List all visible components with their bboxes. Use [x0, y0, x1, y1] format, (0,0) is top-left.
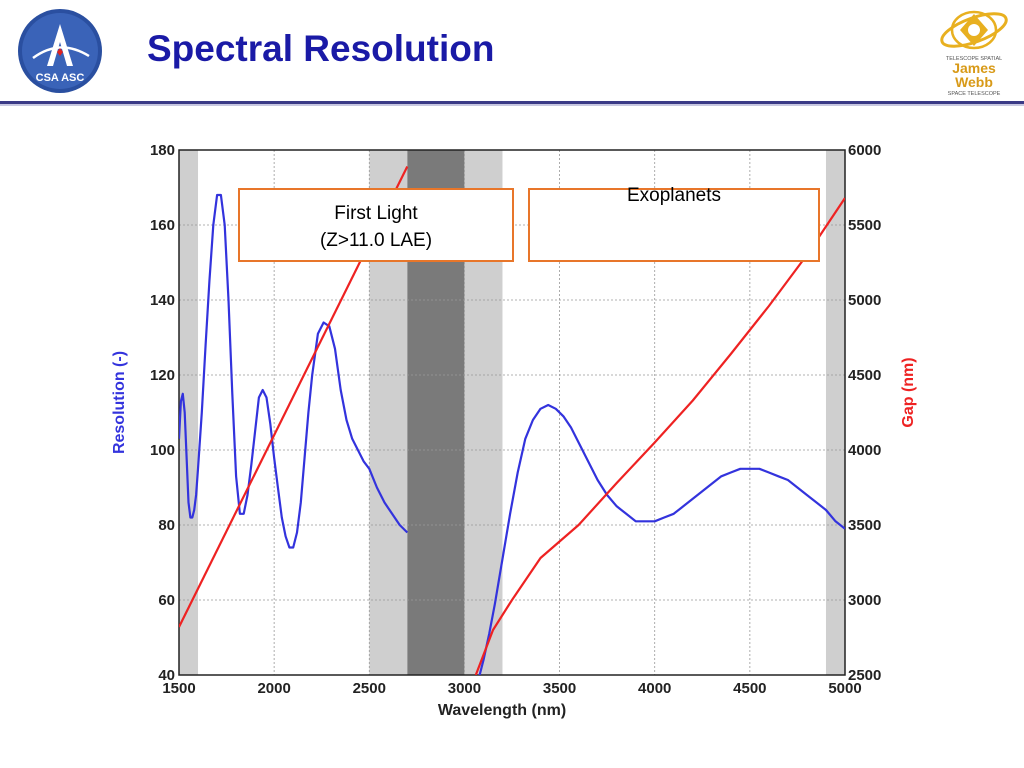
james-webb-telescope-logo: TELESCOPE SPATIAL James Webb SPACE TELES… [940, 10, 1008, 97]
exoplanets-label: Exoplanets [626, 185, 721, 206]
y-left-tick-label-6: 160 [150, 217, 175, 234]
y-right-tick-label-2: 3500 [848, 517, 881, 534]
exoplanets-annotation: Exoplanets [528, 185, 820, 262]
plot-frame [178, 149, 846, 676]
x-axis-label: Wavelength (nm) [438, 702, 566, 719]
resolution-line-segment-1 [478, 403, 845, 675]
shaded-band-0 [179, 150, 199, 675]
y-left-tick-label-5: 140 [150, 292, 175, 309]
y-axis-right-label: Gap (nm) [900, 357, 917, 427]
slide-title: Spectral Resolution [147, 28, 495, 69]
y-left-tick-label-3: 100 [150, 442, 175, 459]
gap-line-segment-1 [474, 197, 845, 675]
svg-text:TELESCOPE SPATIAL: TELESCOPE SPATIAL [946, 56, 1002, 62]
y-right-tick-label-4: 4500 [848, 367, 881, 384]
slide-header: CSA ASC Spectral Resolution TELESCOPE SP… [0, 0, 1024, 100]
y-right-tick-label-6: 5500 [848, 217, 881, 234]
x-tick-label-4: 3500 [543, 680, 576, 697]
header-divider [0, 101, 1024, 104]
y-left-tick-label-1: 60 [158, 592, 175, 609]
x-tick-label-3: 3000 [448, 680, 481, 697]
y-left-tick-label-7: 180 [150, 142, 175, 159]
svg-text:Webb: Webb [955, 74, 993, 90]
x-tick-label-7: 5000 [828, 680, 861, 697]
y-right-tick-label-7: 6000 [848, 142, 881, 159]
y-left-tick-label-0: 40 [158, 667, 175, 684]
shaded-band-4 [825, 150, 845, 675]
y-left-tick-label-2: 80 [158, 517, 175, 534]
tick-labels: 1500 2000 2500 3000 3500 4000 4500 5000 40 60 80 10… [150, 142, 881, 697]
svg-text:SPACE TELESCOPE: SPACE TELESCOPE [948, 91, 1001, 97]
x-tick-label-0: 1500 [162, 680, 195, 697]
first-light-title: First Light [334, 203, 418, 224]
first-light-annotation: First Light (Z>11.0 LAE) [238, 188, 514, 262]
y-right-tick-label-3: 4000 [848, 442, 881, 459]
x-tick-label-1: 2000 [257, 680, 290, 697]
y-right-tick-label-0: 2500 [848, 667, 881, 684]
first-light-subtitle: (Z>11.0 LAE) [319, 230, 433, 251]
csa-asc-logo: CSA ASC [18, 9, 102, 93]
svg-text:James: James [952, 60, 996, 76]
header-divider-shadow [0, 104, 1024, 106]
y-left-tick-label-4: 120 [150, 367, 175, 384]
x-tick-label-2: 2500 [353, 680, 386, 697]
y-right-tick-label-1: 3000 [848, 592, 881, 609]
x-tick-label-6: 4500 [733, 680, 766, 697]
plot-border [178, 149, 846, 676]
y-right-tick-label-5: 5000 [848, 292, 881, 309]
y-axis-left-label: Resolution (-) [111, 351, 128, 454]
x-tick-label-5: 4000 [638, 680, 671, 697]
svg-text:CSA ASC: CSA ASC [36, 72, 85, 84]
resolution-line-segment-0 [179, 193, 409, 549]
